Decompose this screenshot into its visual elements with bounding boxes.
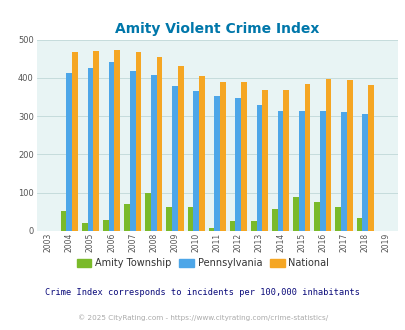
Bar (229, 221, 235, 231)
Bar (135, 52, 141, 231)
Legend: Amity Township, Pennsylvania, National: Amity Township, Pennsylvania, National (72, 254, 333, 272)
Bar (292, 197, 298, 231)
Bar (198, 76, 204, 231)
Bar (220, 82, 225, 231)
Bar (241, 82, 246, 231)
Bar (187, 207, 193, 231)
Bar (87, 68, 93, 231)
Bar (250, 221, 256, 231)
Bar (130, 71, 135, 231)
Bar (277, 111, 283, 231)
Bar (340, 112, 346, 231)
Bar (61, 211, 66, 231)
Bar (156, 57, 162, 231)
Bar (145, 193, 151, 231)
Bar (356, 218, 361, 231)
Bar (271, 209, 277, 231)
Bar (313, 202, 319, 231)
Bar (66, 73, 72, 231)
Bar (72, 52, 78, 231)
Bar (193, 90, 198, 231)
Bar (151, 75, 156, 231)
Text: © 2025 CityRating.com - https://www.cityrating.com/crime-statistics/: © 2025 CityRating.com - https://www.city… (78, 314, 327, 321)
Bar (166, 207, 172, 231)
Bar (109, 62, 114, 231)
Bar (335, 207, 340, 231)
Bar (114, 50, 120, 231)
Bar (319, 111, 325, 231)
Bar (361, 114, 367, 231)
Bar (304, 84, 309, 231)
Bar (367, 85, 373, 231)
Text: Crime Index corresponds to incidents per 100,000 inhabitants: Crime Index corresponds to incidents per… (45, 287, 360, 297)
Bar (256, 106, 262, 231)
Bar (235, 98, 241, 231)
Bar (262, 90, 267, 231)
Bar (82, 222, 87, 231)
Bar (283, 90, 288, 231)
Bar (103, 219, 109, 231)
Bar (208, 228, 214, 231)
Title: Amity Violent Crime Index: Amity Violent Crime Index (115, 22, 319, 36)
Bar (172, 85, 177, 231)
Bar (346, 80, 352, 231)
Bar (325, 79, 330, 231)
Bar (93, 51, 99, 231)
Bar (177, 66, 183, 231)
Bar (298, 111, 304, 231)
Bar (214, 96, 220, 231)
Bar (124, 204, 130, 231)
